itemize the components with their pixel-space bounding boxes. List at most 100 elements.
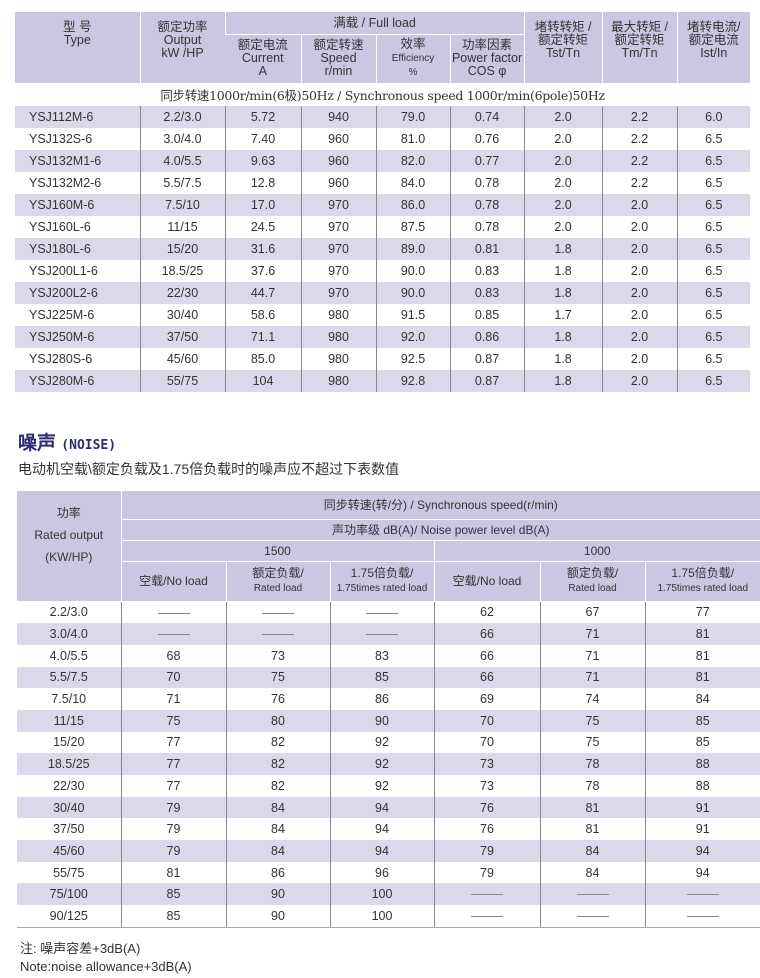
table-cell: 82 [225, 731, 330, 754]
table-cell: 90.0 [375, 259, 450, 282]
table-cell: 55/75 [53, 865, 85, 880]
header-sync-speed: 同步转速(转/分) / Synchronous speed(r/min) [120, 491, 760, 520]
table-cell: 960 [300, 149, 376, 172]
table-cell: 91 [644, 818, 760, 841]
header-speed-1500: 1500 [120, 540, 434, 562]
table-cell: YSJ112M-6 [29, 109, 94, 124]
table-cell: 6.5 [676, 325, 751, 348]
table-cell: 91 [644, 796, 760, 819]
table-cell: 75 [120, 709, 226, 732]
table-cell: 73 [433, 775, 540, 797]
table-cell: 87.5 [375, 215, 450, 238]
table-cell: 7.40 [224, 127, 301, 150]
table-row: 75/100 85 90 100 [17, 883, 760, 906]
table-cell: 92 [329, 775, 434, 797]
table-cell: 73 [433, 753, 540, 775]
table-cell: 85 [120, 883, 226, 906]
table-row: YSJ132M2-6 5.5/7.5 12.8 960 84.0 0.78 2.0 2.2 6.… [15, 171, 751, 194]
table-cell: 980 [300, 347, 376, 370]
table-cell: 74 [539, 688, 645, 710]
table-cell: 11/15 [139, 215, 225, 238]
table-row: 22/30 77 82 92 73 78 88 [17, 775, 760, 797]
table-cell [120, 623, 226, 645]
table-cell: 69 [433, 688, 540, 710]
table-cell: 6.5 [676, 369, 751, 392]
table-cell: 79 [433, 840, 540, 862]
table-cell: YSJ280M-6 [29, 373, 95, 388]
table-cell: 2.0 [601, 369, 678, 392]
table-cell: 75 [225, 666, 330, 689]
table-cell: 0.78 [449, 171, 525, 194]
table-cell: 62 [433, 601, 540, 624]
table-cell: 73 [225, 644, 330, 667]
table-cell: 0.81 [449, 237, 525, 260]
table-cell: 6.5 [676, 215, 751, 238]
table-cell [539, 883, 645, 906]
table-cell: 68 [120, 644, 226, 667]
table-cell: 1.7 [523, 303, 603, 326]
table-cell: YSJ132S-6 [29, 131, 93, 146]
table-cell: 85 [120, 905, 226, 928]
table-cell: 4.0/5.5 [49, 648, 88, 663]
dash-mark [157, 634, 190, 636]
table-row: 55/75 81 86 96 79 84 94 [17, 861, 760, 884]
table-cell: 84 [539, 840, 645, 862]
table-cell [433, 905, 540, 928]
table-cell: 82 [225, 775, 330, 797]
table-cell: 66 [433, 623, 540, 645]
header-175-load: 1.75倍负载/1.75times rated load [329, 561, 434, 602]
table-cell: 2.0 [601, 347, 678, 370]
table-cell: 86.0 [375, 193, 450, 216]
table-cell: 75 [539, 709, 645, 732]
table-row: 11/15 75 80 90 70 75 85 [17, 709, 760, 732]
table-cell: YSJ160L-6 [29, 219, 91, 234]
table-cell: 960 [300, 171, 376, 194]
header-rated-output: 功率 Rated output (KW/HP) [17, 491, 121, 602]
table-row: YSJ180L-6 15/20 31.6 970 89.0 0.81 1.8 2.0 6.5 [15, 237, 751, 260]
header-no-load: 空载/No load [120, 561, 226, 602]
table-cell: 18.5/25 [139, 259, 225, 282]
table-cell: 2.0 [601, 325, 678, 348]
table-cell: 37/50 [53, 822, 85, 837]
table-cell: 7.5/10 [139, 193, 225, 216]
table-row: 5.5/7.5 70 75 85 66 71 81 [17, 666, 760, 689]
table-cell: 58.6 [224, 303, 301, 326]
table-cell: 66 [433, 644, 540, 667]
header-noise-level: 声功率级 dB(A)/ Noise power level dB(A) [120, 519, 760, 541]
table-cell: 45/60 [139, 347, 225, 370]
header-speed-1000: 1000 [433, 540, 760, 562]
table-cell: 96 [329, 861, 434, 884]
table-cell: 1.8 [523, 369, 603, 392]
table-cell: 9.63 [224, 149, 301, 172]
table-cell: 79 [120, 840, 226, 862]
table-cell: 30/40 [139, 303, 225, 326]
table-row: YSJ225M-6 30/40 58.6 980 91.5 0.85 1.7 2.0 6.5 [15, 303, 751, 326]
table-row: YSJ132M1-6 4.0/5.5 9.63 960 82.0 0.77 2.0 2.2 6.… [15, 149, 751, 172]
table-cell: 92 [329, 731, 434, 754]
table-cell [329, 601, 434, 624]
dash-mark [686, 916, 719, 918]
header-tst: 堵转转矩 / 额定转矩 Tst/Tn [523, 12, 603, 83]
table-cell: YSJ180L-6 [29, 241, 91, 256]
table-cell: 81 [120, 861, 226, 884]
table-cell: 0.85 [449, 303, 525, 326]
table-cell: 79 [120, 818, 226, 841]
table-row: YSJ160L-6 11/15 24.5 970 87.5 0.78 2.0 2.0 6.5 [15, 215, 751, 238]
table-cell [644, 883, 760, 906]
table-row: 90/125 85 90 100 [17, 905, 760, 928]
table-cell: 980 [300, 369, 376, 392]
table-cell: 1.8 [523, 347, 603, 370]
table-cell: 77 [120, 731, 226, 754]
table-cell [644, 905, 760, 928]
header-175-load: 1.75倍负载/1.75times rated load [644, 561, 760, 602]
table-cell: 970 [300, 237, 376, 260]
header-output: 额定功率 Output kW /HP [139, 12, 225, 83]
table-row: YSJ160M-6 7.5/10 17.0 970 86.0 0.78 2.0 2.0 6.5 [15, 193, 751, 216]
table-cell: 94 [644, 840, 760, 862]
table-cell: 90 [225, 883, 330, 906]
table-cell: YSJ200L2-6 [29, 285, 98, 300]
table-cell: 77 [644, 601, 760, 624]
table-cell: 2.0 [601, 237, 678, 260]
dash-mark [686, 894, 719, 896]
table-row: 37/50 79 84 94 76 81 91 [17, 818, 760, 841]
